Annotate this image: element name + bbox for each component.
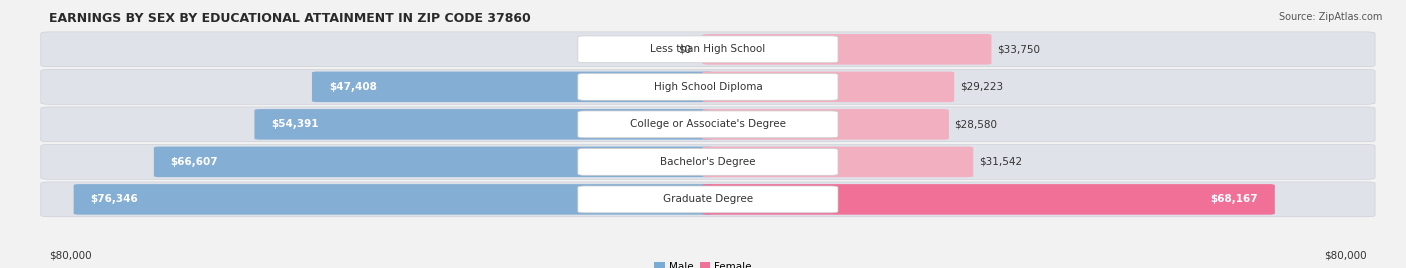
- FancyBboxPatch shape: [578, 186, 838, 213]
- Legend: Male, Female: Male, Female: [650, 258, 756, 268]
- Text: $68,167: $68,167: [1211, 194, 1258, 204]
- Text: $29,223: $29,223: [960, 82, 1002, 92]
- FancyBboxPatch shape: [578, 73, 838, 100]
- Text: $0: $0: [678, 44, 690, 54]
- FancyBboxPatch shape: [41, 144, 1375, 179]
- Text: $31,542: $31,542: [979, 157, 1022, 167]
- Text: Source: ZipAtlas.com: Source: ZipAtlas.com: [1278, 12, 1382, 22]
- FancyBboxPatch shape: [41, 32, 1375, 67]
- FancyBboxPatch shape: [702, 109, 949, 140]
- Text: $47,408: $47,408: [329, 82, 377, 92]
- FancyBboxPatch shape: [41, 182, 1375, 217]
- FancyBboxPatch shape: [73, 184, 713, 215]
- FancyBboxPatch shape: [702, 184, 1275, 215]
- FancyBboxPatch shape: [312, 72, 713, 102]
- Text: $66,607: $66,607: [170, 157, 218, 167]
- Text: $33,750: $33,750: [997, 44, 1040, 54]
- Text: High School Diploma: High School Diploma: [654, 82, 762, 92]
- FancyBboxPatch shape: [578, 36, 838, 63]
- Text: Less than High School: Less than High School: [651, 44, 765, 54]
- FancyBboxPatch shape: [153, 147, 713, 177]
- FancyBboxPatch shape: [41, 107, 1375, 142]
- Text: $54,391: $54,391: [271, 119, 319, 129]
- FancyBboxPatch shape: [578, 111, 838, 138]
- Text: $80,000: $80,000: [1324, 251, 1367, 261]
- FancyBboxPatch shape: [578, 148, 838, 175]
- FancyBboxPatch shape: [702, 72, 955, 102]
- Text: Bachelor's Degree: Bachelor's Degree: [661, 157, 755, 167]
- Text: $28,580: $28,580: [955, 119, 997, 129]
- FancyBboxPatch shape: [41, 69, 1375, 104]
- FancyBboxPatch shape: [254, 109, 713, 140]
- FancyBboxPatch shape: [702, 147, 973, 177]
- Text: Graduate Degree: Graduate Degree: [662, 194, 754, 204]
- Text: College or Associate's Degree: College or Associate's Degree: [630, 119, 786, 129]
- Text: $76,346: $76,346: [90, 194, 138, 204]
- Text: EARNINGS BY SEX BY EDUCATIONAL ATTAINMENT IN ZIP CODE 37860: EARNINGS BY SEX BY EDUCATIONAL ATTAINMEN…: [49, 12, 531, 25]
- FancyBboxPatch shape: [702, 34, 991, 65]
- Text: $80,000: $80,000: [49, 251, 91, 261]
